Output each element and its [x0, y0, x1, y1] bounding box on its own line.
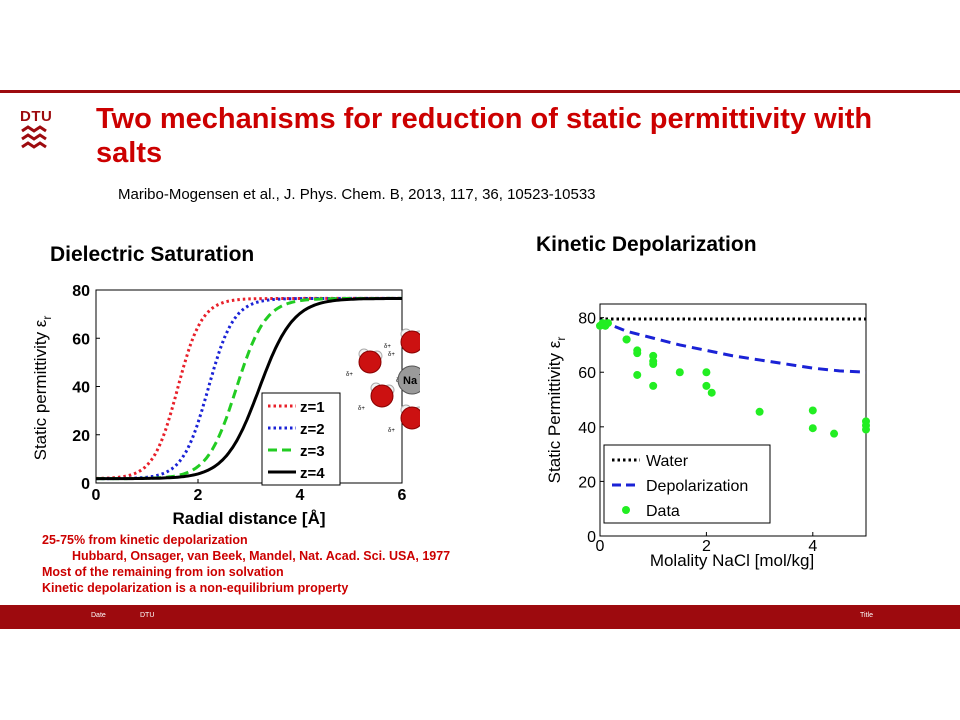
- series-line-z4: [96, 297, 402, 481]
- x-tick-label: 4: [296, 487, 305, 504]
- legend-label: Depolarization: [646, 478, 748, 495]
- sodium-ion: [397, 365, 420, 395]
- data-point: [755, 407, 764, 416]
- dtu-logo: DTU: [20, 108, 56, 158]
- legend-label: z=1: [300, 399, 325, 416]
- legend-label: z=3: [300, 443, 325, 460]
- x-tick-label: 6: [398, 487, 407, 504]
- y-tick-label: 20: [72, 428, 90, 445]
- data-point: [830, 429, 839, 438]
- x-axis-label: Molality NaCl [mol/kg]: [650, 551, 814, 570]
- note-line: Kinetic depolarization is a non-equilibr…: [42, 581, 349, 595]
- legend-label: Data: [646, 503, 680, 520]
- header-rule: [0, 90, 960, 93]
- data-point: [649, 360, 658, 369]
- sodium-ion-hydration-illustration: δ+δ+δ+δ+δ+δ+δ+δ+δ+δ+δ+δ+Na+: [346, 328, 420, 434]
- citation: Maribo-Mogensen et al., J. Phys. Chem. B…: [118, 186, 596, 203]
- legend: z=1 z=2 z=3 z=4: [261, 392, 341, 486]
- footer-date: Date: [91, 612, 106, 619]
- y-axis-label: Static Permittivity εr: [545, 337, 568, 484]
- data-point: [622, 335, 631, 344]
- footer-org: DTU: [140, 612, 155, 619]
- series-line-depolarization: [599, 318, 867, 374]
- partial-charge-label: δ+: [388, 428, 395, 434]
- data-point: [702, 368, 711, 377]
- logo-wave-icon: [21, 125, 47, 149]
- ion-charge-label: +: [419, 370, 420, 379]
- oxygen-atom: [400, 330, 420, 354]
- partial-charge-label: δ+: [346, 372, 353, 378]
- slide-title: Two mechanisms for reduction of static p…: [96, 103, 873, 169]
- x-tick-label: 0: [92, 487, 101, 504]
- data-point: [808, 406, 817, 415]
- x-tick-label: 0: [596, 538, 605, 555]
- data-point: [649, 381, 658, 390]
- partial-charge-label: δ+: [384, 344, 391, 350]
- note-line: Most of the remaining from ion solvation: [42, 565, 284, 579]
- right-section-heading: Kinetic Depolarization: [536, 233, 757, 256]
- y-axis-label: Static permittivity εr: [31, 316, 54, 461]
- oxygen-atom: [400, 406, 420, 430]
- plot-frame: [95, 289, 403, 484]
- legend: Water Depolarization Data: [603, 444, 771, 524]
- y-tick-label: 0: [81, 476, 90, 493]
- y-tick-label: 20: [578, 474, 596, 491]
- legend-label: z=4: [300, 465, 325, 482]
- x-tick-label: 2: [194, 487, 203, 504]
- y-tick-label: 40: [578, 420, 596, 437]
- data-point: [675, 368, 684, 377]
- series-line-z1: [96, 296, 402, 480]
- legend-label: z=2: [300, 421, 325, 438]
- y-tick-label: 60: [72, 331, 90, 348]
- ion-label: Na: [403, 375, 418, 387]
- notes: 25-75% from kinetic depolarization Hubba…: [42, 532, 450, 596]
- data-point: [633, 370, 642, 379]
- data-point: [707, 388, 716, 397]
- note-line: Hubbard, Onsager, van Beek, Mandel, Nat.…: [72, 549, 451, 563]
- legend-swatch: [622, 506, 630, 514]
- data-point: [808, 424, 817, 433]
- data-point: [633, 349, 642, 358]
- y-tick-label: 80: [72, 283, 90, 300]
- y-tick-label: 60: [578, 365, 596, 382]
- oxygen-atom: [358, 350, 382, 374]
- y-tick-label: 80: [578, 311, 596, 328]
- left-section-heading: Dielectric Saturation: [50, 243, 255, 266]
- x-axis-label: Radial distance [Å]: [172, 509, 325, 528]
- footer-bar: Date DTU Title: [0, 605, 960, 629]
- data-point: [862, 425, 870, 434]
- y-tick-label: 0: [587, 529, 596, 546]
- data-point: [603, 319, 612, 328]
- y-tick-label: 40: [72, 380, 90, 397]
- legend-label: Water: [646, 453, 689, 470]
- x-tick-label: 2: [702, 538, 711, 555]
- footer-title: Title: [860, 612, 873, 619]
- logo-text: DTU: [20, 108, 53, 125]
- oxygen-atom: [370, 384, 394, 408]
- partial-charge-label: δ+: [358, 406, 365, 412]
- x-tick-label: 4: [808, 538, 817, 555]
- partial-charge-label: δ+: [388, 352, 395, 358]
- data-point: [702, 381, 711, 390]
- note-line: 25-75% from kinetic depolarization: [42, 533, 248, 547]
